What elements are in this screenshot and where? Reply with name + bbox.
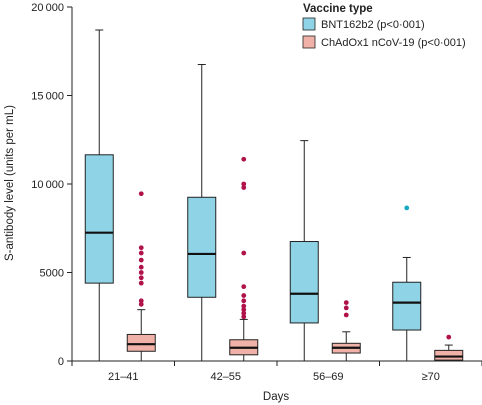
legend-title: Vaccine type (303, 3, 373, 15)
x-tick-label: ≥70 (422, 371, 440, 383)
legend-swatch-chadox1 (302, 35, 316, 49)
outlier-point-chadox1 (241, 310, 247, 316)
outlier-point-chadox1 (138, 250, 144, 256)
outlier-point-chadox1 (241, 185, 247, 190)
outlier-point-chadox1 (241, 303, 247, 309)
outlier-point-chadox1 (241, 314, 247, 320)
legend-label-bnt162b2: BNT162b2 (p<0·001) (321, 19, 425, 31)
y-tick-label: 5000 (40, 268, 64, 280)
outlier-point-chadox1 (241, 181, 247, 187)
legend-swatch-bnt162b2 (302, 17, 316, 31)
y-tick-label: 20 000 (31, 2, 64, 14)
box-bnt162b2 (289, 241, 319, 324)
x-tick-label: 42–55 (210, 371, 241, 383)
y-axis-title: S-antibody level (units per mL) (4, 105, 16, 261)
outlier-point-chadox1 (241, 156, 247, 162)
outlier-point-chadox1 (138, 301, 144, 307)
outlier-point-chadox1 (343, 300, 349, 305)
plot-area (84, 29, 464, 362)
outlier-point-chadox1 (343, 312, 349, 318)
x-axis-title: Days (263, 391, 289, 403)
x-tick-label: 56–69 (313, 371, 344, 383)
outlier-point-chadox1 (138, 280, 144, 286)
outlier-point-chadox1 (241, 298, 247, 304)
box-bnt162b2 (187, 196, 217, 298)
box-chadox1 (126, 333, 156, 352)
outlier-point-chadox1 (446, 334, 452, 340)
outlier-point-chadox1 (138, 270, 144, 275)
outlier-point-chadox1 (138, 257, 144, 263)
outlier-point-chadox1 (241, 284, 247, 290)
x-tick-label: 21–41 (108, 371, 139, 383)
axes: 0 5000 10 000 15 000 20 000 21–41 42–55 56–69 ≥7… (31, 2, 482, 383)
outlier-point-chadox1 (138, 264, 144, 270)
outlier-point-chadox1 (138, 245, 144, 251)
legend-label-chadox1: ChAdOx1 nCoV-19 (p<0·001) (321, 37, 466, 49)
box-bnt162b2 (392, 281, 422, 331)
legend: Vaccine type BNT162b2 (p<0·001) ChAdOx1 … (302, 3, 466, 49)
outlier-point-chadox1 (241, 307, 247, 313)
outlier-point-chadox1 (343, 305, 349, 311)
box-chadox1 (434, 349, 464, 361)
y-tick-label: 10 000 (31, 179, 64, 191)
outlier-point-chadox1 (138, 191, 144, 197)
outlier-point-chadox1 (241, 250, 247, 256)
outlier-point-chadox1 (138, 298, 144, 304)
box-bnt162b2 (84, 154, 114, 284)
y-tick-label: 15 000 (31, 91, 64, 103)
outlier-point-chadox1 (138, 275, 144, 281)
y-tick-label: 0 (58, 356, 64, 368)
outlier-point-bnt162b2 (404, 205, 410, 211)
outlier-point-chadox1 (241, 293, 247, 298)
